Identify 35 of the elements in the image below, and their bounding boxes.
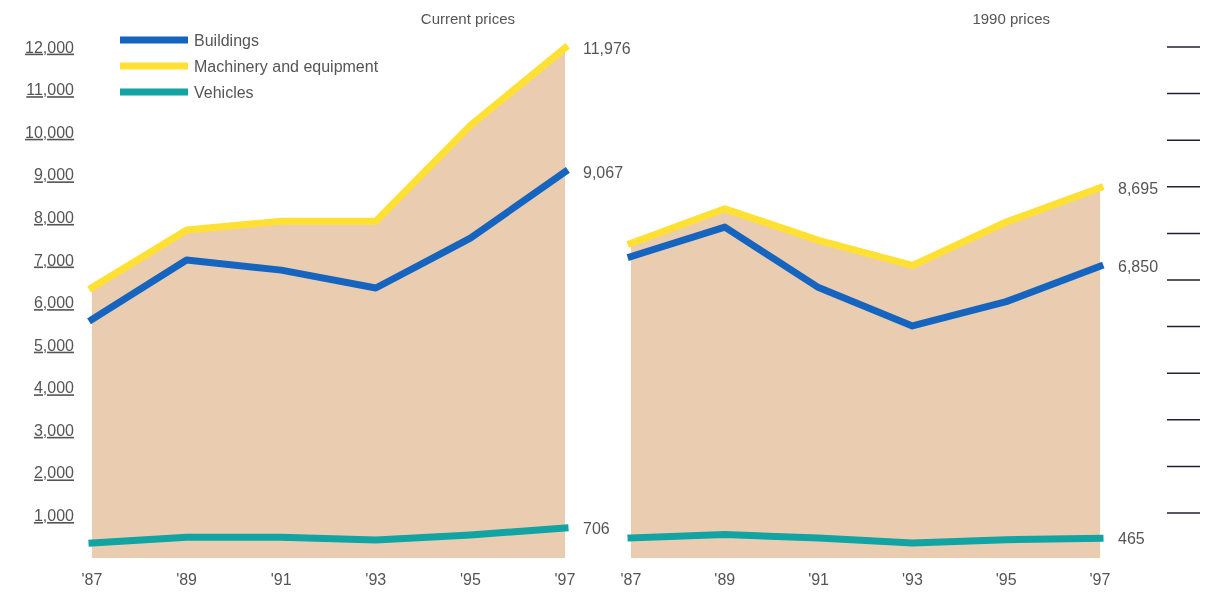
data-label: 11,976 (583, 40, 631, 58)
x-tick-label: '91 (808, 571, 830, 588)
chart-title: 1990 prices (972, 10, 1050, 27)
y-tick-label: 2,000 (33, 464, 75, 482)
y-tick-label: 9,000 (33, 166, 75, 184)
y-tick-label: 7,000 (33, 251, 75, 269)
chart-title: Current prices (420, 10, 515, 27)
x-tick-label: '89 (714, 571, 736, 588)
y-tick-label: 6,000 (33, 294, 75, 312)
y-tick-label: 1,000 (33, 507, 75, 525)
legend-label: Machinery and equipment (194, 58, 379, 75)
data-label: 706 (583, 519, 610, 537)
data-label: 9,067 (583, 163, 624, 181)
y-tick-label: 11,000 (26, 81, 75, 99)
legend-label: Vehicles (194, 84, 254, 101)
x-tick-label: '95 (995, 571, 1017, 588)
x-tick-label: '97 (1089, 571, 1111, 588)
y-tick-label: 3,000 (33, 421, 75, 439)
y-tick-label: 10,000 (25, 123, 75, 141)
y-tick-label: 4,000 (33, 379, 75, 397)
data-label: 465 (1118, 530, 1145, 548)
y-tick-label: 8,000 (33, 208, 75, 226)
x-tick-label: '91 (270, 571, 292, 588)
y-tick-label: 5,000 (33, 336, 75, 354)
x-tick-label: '97 (554, 571, 576, 588)
legend-label: Buildings (194, 32, 259, 49)
data-label: 8,695 (1118, 179, 1159, 197)
x-tick-label: '93 (365, 571, 387, 588)
x-tick-label: '93 (901, 571, 923, 588)
x-tick-label: '87 (620, 571, 642, 588)
x-tick-label: '95 (459, 571, 481, 588)
x-tick-label: '87 (81, 571, 103, 588)
y-tick-label: 12,000 (25, 38, 75, 56)
data-label: 6,850 (1118, 258, 1159, 276)
x-tick-label: '89 (176, 571, 198, 588)
